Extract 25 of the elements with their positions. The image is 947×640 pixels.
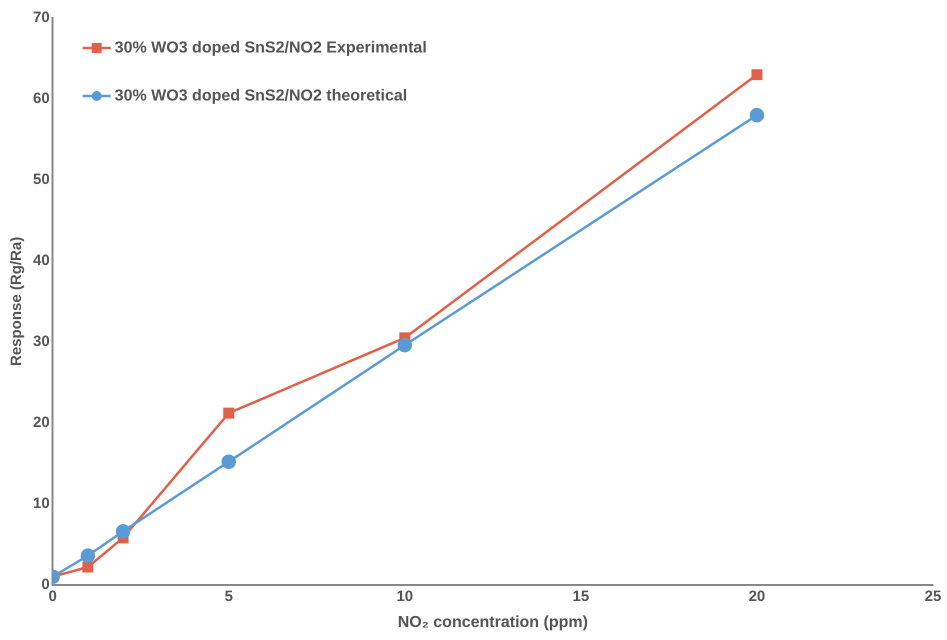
x-tick-label: 25	[924, 588, 942, 605]
point	[80, 548, 96, 563]
y-tick-label: 40	[32, 252, 50, 270]
y-tick-label: 30	[32, 333, 50, 350]
point	[398, 338, 412, 352]
y-tick-label: 60	[32, 90, 50, 108]
y-tick-label: 70	[32, 9, 50, 26]
point	[750, 108, 764, 122]
x-tick-label: 10	[396, 588, 414, 605]
point	[223, 408, 234, 419]
x-tick-label: 20	[748, 588, 766, 605]
x-axis-title: NO₂ concentration (ppm)	[398, 614, 588, 631]
point	[751, 69, 762, 80]
legend-label: 30% WO3 doped SnS2/NO2 theoretical	[114, 87, 408, 104]
x-tick-label: 15	[572, 588, 590, 605]
y-tick-label: 20	[32, 414, 50, 431]
y-tick-label: 50	[32, 171, 50, 188]
y-tick-label: 0	[41, 576, 50, 593]
y-tick-label: 10	[32, 494, 50, 512]
legend-label: 30% WO3 doped SnS2/NO2 Experimental	[114, 39, 427, 56]
y-axis-title: Response (Rg/Ra)	[8, 236, 26, 366]
x-tick-label: 5	[224, 588, 233, 605]
point	[116, 524, 130, 539]
point	[222, 454, 236, 469]
point	[82, 561, 94, 572]
